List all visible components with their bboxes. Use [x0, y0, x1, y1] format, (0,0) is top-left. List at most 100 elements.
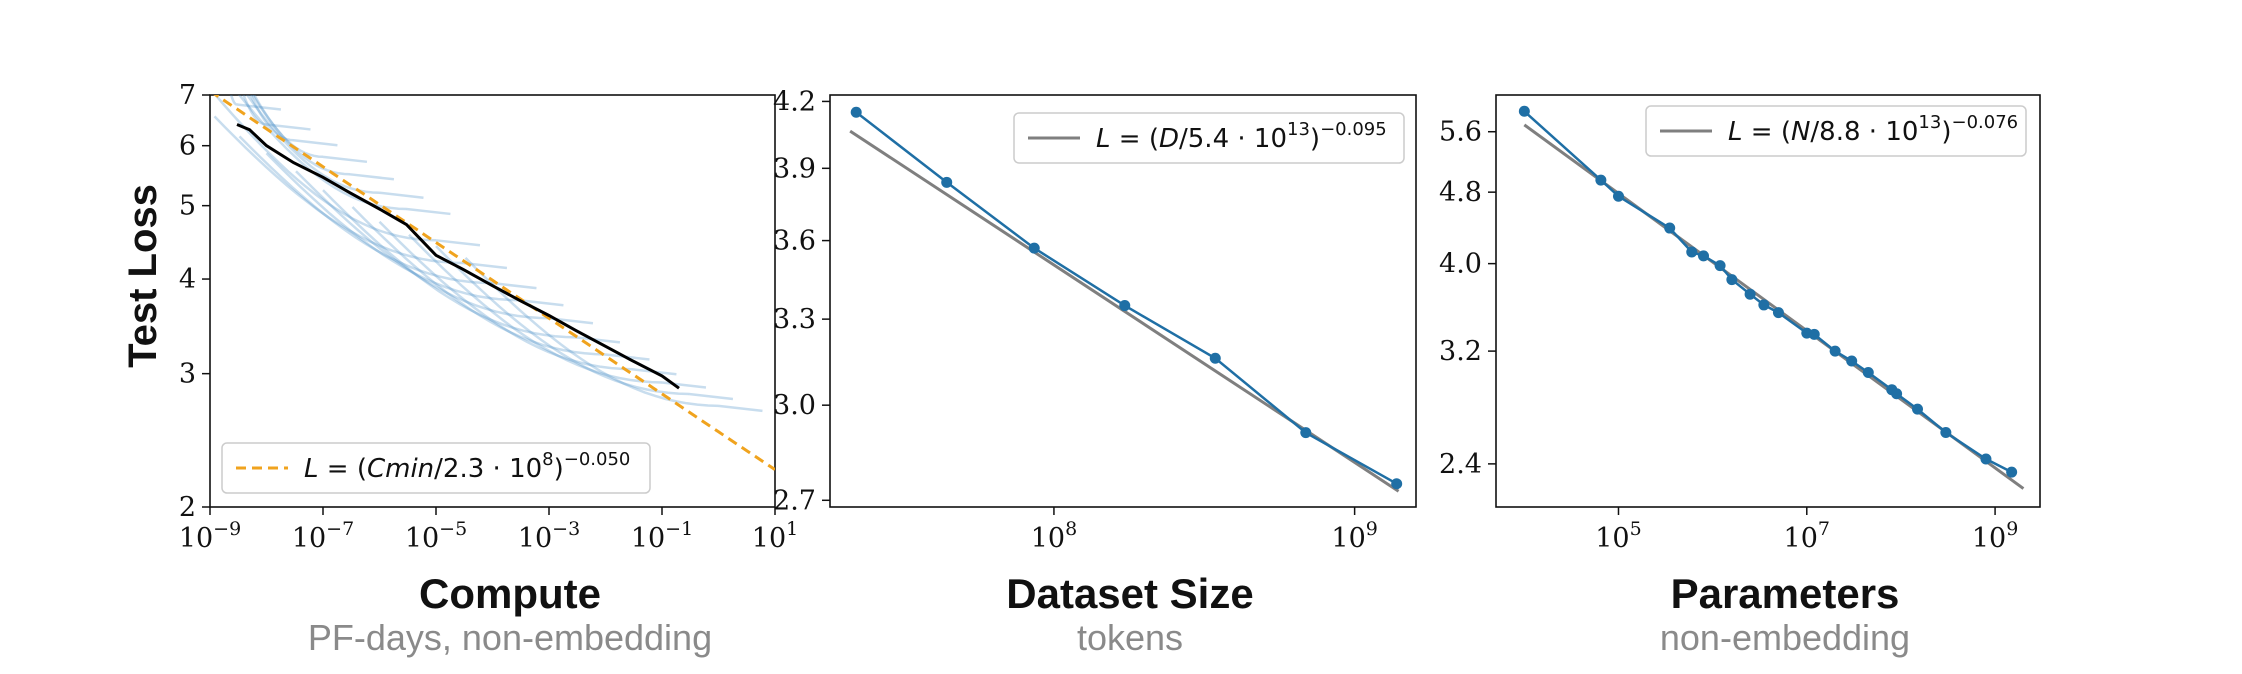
data-point — [1912, 403, 1924, 415]
training-run-plateau — [406, 207, 451, 216]
y-tick-label: 2.7 — [773, 485, 816, 516]
legend: L = (N/8.8 · 1013)−0.076 — [1645, 105, 2027, 157]
data-point — [941, 176, 953, 188]
x-tick-label: 10−3 — [518, 518, 580, 554]
data-point — [1391, 478, 1403, 490]
x-axis-title: Dataset Size — [1006, 570, 1253, 617]
y-tick-label: 4.2 — [773, 86, 816, 117]
x-axis-subtitle: PF-days, non-embedding — [308, 617, 712, 658]
training-run-curve — [408, 233, 663, 384]
training-run-curve — [265, 152, 520, 302]
x-tick-label: 109 — [1331, 518, 1377, 554]
y-axis-title: Test Loss — [121, 184, 165, 368]
data-point — [1714, 260, 1726, 272]
data-point — [1698, 250, 1710, 262]
training-run-plateau — [379, 191, 424, 199]
y-tick-label: 6 — [179, 131, 196, 162]
training-run-curve — [378, 220, 633, 371]
data-point — [850, 106, 862, 118]
training-run-curve — [242, 95, 267, 126]
training-run-plateau — [266, 123, 311, 131]
panel-dataset-size: Dataset Size tokens 108 109 2.7 3.0 3.3 3.6 3.… — [773, 86, 1417, 658]
training-run-curve — [213, 115, 464, 265]
x-axis-subtitle: non-embedding — [1660, 617, 1910, 658]
x-tick-label: 109 — [1972, 518, 2018, 554]
y-tick-label: 3.3 — [773, 304, 816, 335]
training-run-curve — [351, 206, 606, 356]
legend-box — [221, 442, 651, 494]
x-axis-subtitle: tokens — [1077, 617, 1183, 658]
y-tick-label: 3 — [179, 359, 196, 390]
training-run-plateau — [349, 173, 395, 181]
x-tick-label: 10−5 — [405, 518, 467, 554]
panel-compute: Compute PF-days, non-embedding 10−9 10−7 1… — [179, 80, 798, 658]
data-point — [1595, 174, 1607, 186]
data-point — [1862, 367, 1874, 379]
legend: L = (Cmin/2.3 · 108)−0.050 — [221, 442, 651, 494]
plot-frame — [829, 94, 1417, 508]
power-law-fit-line — [213, 95, 775, 471]
training-run-curve — [295, 170, 550, 320]
data-point — [1808, 328, 1820, 340]
legend-label: L = (Cmin/2.3 · 108)−0.050 — [304, 449, 630, 484]
training-run-curve — [238, 135, 493, 285]
data-point — [1758, 299, 1770, 311]
y-tick-label: 7 — [179, 80, 196, 111]
training-run-curve — [251, 95, 351, 176]
x-tick-label: 108 — [1031, 518, 1077, 554]
training-run-curve — [322, 189, 577, 339]
training-run-curve — [464, 257, 719, 408]
data-point — [1300, 427, 1312, 439]
x-tick-label: 107 — [1784, 518, 1830, 554]
training-run-plateau — [718, 404, 763, 413]
panel-parameters: Parameters non-embedding 105 107 109 2.4 3.2… — [1439, 94, 2041, 658]
training-run-plateau — [688, 392, 734, 401]
data-point — [1980, 453, 1992, 465]
y-tick-label: 3.6 — [773, 226, 816, 257]
training-run-curve — [249, 95, 294, 142]
data-point — [1028, 242, 1040, 254]
plot-frame — [209, 94, 776, 508]
x-tick-label: 105 — [1595, 518, 1641, 554]
data-point — [1518, 105, 1530, 117]
training-run-plateau — [293, 139, 338, 147]
compute-efficient-frontier — [236, 123, 680, 390]
y-tick-label: 2.4 — [1439, 449, 1482, 480]
training-run-plateau — [661, 381, 707, 389]
training-run-plateau — [236, 103, 282, 111]
data-point — [1772, 307, 1784, 319]
y-tick-label: 3.2 — [1439, 336, 1482, 367]
y-tick-label: 4.8 — [1439, 177, 1482, 208]
y-tick-label: 4.0 — [1439, 249, 1482, 280]
data-point — [1612, 190, 1624, 202]
legend-box — [1645, 105, 2027, 157]
training-run-curve — [213, 95, 437, 242]
legend-label: L = (D/5.4 · 1013)−0.095 — [1096, 119, 1387, 154]
x-axis-title: Parameters — [1671, 570, 1900, 617]
x-tick-label: 10−1 — [631, 518, 693, 554]
x-tick-label: 10−9 — [179, 518, 241, 554]
legend-label: L = (N/8.8 · 1013)−0.076 — [1728, 112, 2018, 147]
training-run-curve — [435, 245, 690, 396]
plot-area — [849, 106, 1403, 493]
legend-box — [1013, 112, 1405, 164]
data-point — [1209, 352, 1221, 364]
data-point — [1829, 345, 1841, 357]
data-point — [1119, 300, 1131, 312]
y-tick-label: 3.0 — [773, 390, 816, 421]
training-run-plateau — [575, 336, 621, 344]
series-line — [855, 111, 1398, 485]
plot-area — [1518, 105, 2025, 490]
training-run-curve — [229, 95, 238, 106]
x-tick-label: 101 — [752, 518, 798, 554]
data-point — [1726, 274, 1738, 286]
data-point — [1846, 355, 1858, 367]
data-point — [1891, 388, 1903, 400]
data-point — [1744, 288, 1756, 300]
y-tick-label: 5.6 — [1439, 117, 1482, 148]
plot-frame — [1495, 94, 2041, 508]
data-point — [2006, 466, 2018, 478]
y-tick-label: 5 — [179, 191, 196, 222]
y-tick-label: 4 — [179, 264, 196, 295]
